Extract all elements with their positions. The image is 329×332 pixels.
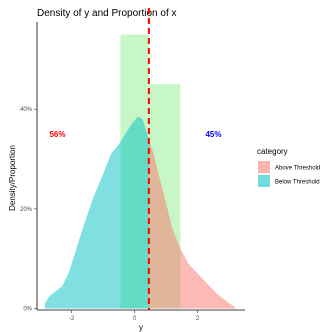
legend-label-1: Below Threshold: [275, 180, 320, 186]
x-tick-label: 0: [133, 316, 137, 322]
legend-title: category: [257, 147, 288, 156]
y-tick-label: 20%: [20, 207, 33, 213]
density-area-above-threshold: [148, 139, 236, 309]
legend-key-0: [258, 161, 270, 173]
chart-title: Density of y and Proportion of x: [37, 8, 177, 19]
legend-label-0: Above Threshold: [275, 166, 320, 172]
percent-label-0: 56%: [49, 130, 65, 139]
axes: -2 0 20%20%40%: [20, 22, 245, 322]
y-axis-title: Density/Proportion: [8, 145, 17, 211]
density-area-below-threshold: [44, 116, 149, 309]
x-tick-label: 2: [196, 316, 200, 322]
legend: category Above Threshold Below Threshold: [257, 147, 320, 187]
x-axis-title: y: [139, 323, 143, 332]
density-areas: [44, 116, 236, 309]
percent-label-1: 45%: [205, 130, 221, 139]
legend-key-1: [258, 175, 270, 187]
y-tick-label: 40%: [20, 107, 33, 113]
y-tick-label: 0%: [23, 307, 32, 313]
annotations: 56% 45%: [49, 130, 221, 139]
x-tick-label: -2: [69, 316, 75, 322]
